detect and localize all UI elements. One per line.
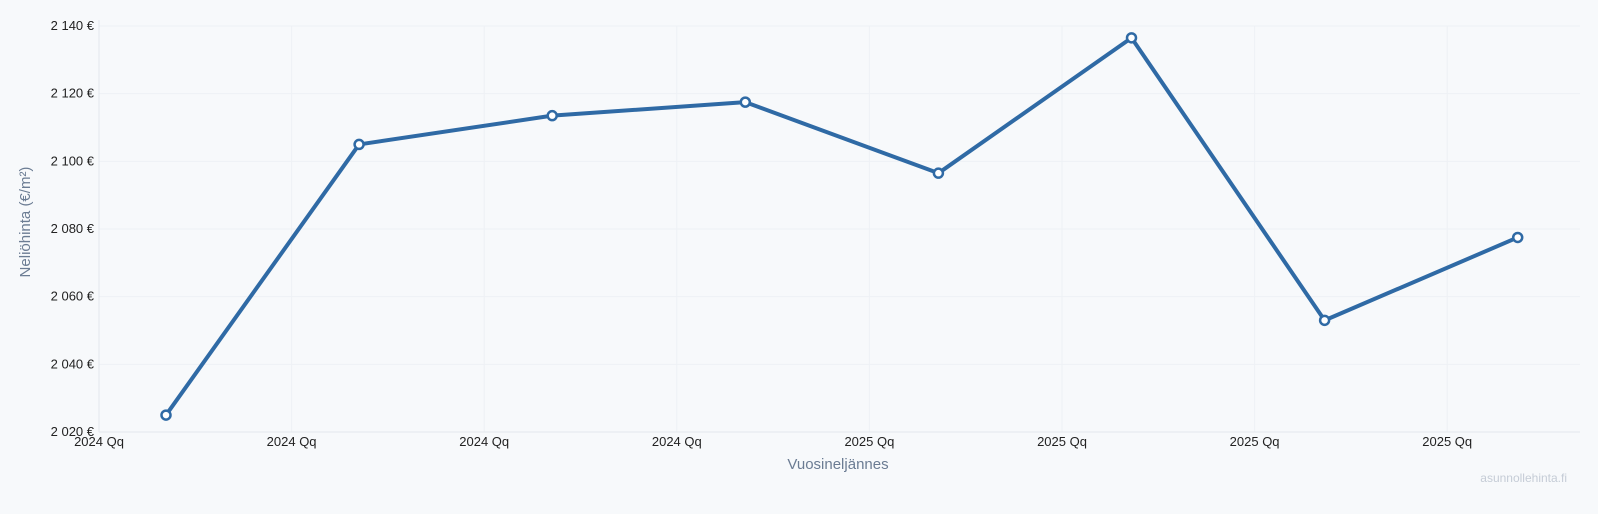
series	[160, 32, 1524, 421]
y-tick-label: 2 020 €	[51, 424, 95, 439]
grid	[98, 25, 1580, 433]
y-axis-title: Neliöhinta (€/m²)	[17, 167, 34, 278]
axes	[98, 20, 1580, 433]
x-tick-label: 2024 Qq	[652, 434, 702, 449]
data-point[interactable]	[353, 138, 365, 151]
y-axis-ticks: 2 020 € 2 040 € 2 060 € 2 080 € 2 100 € 2 120…	[51, 18, 95, 439]
y-tick-label: 2 120 €	[51, 86, 95, 101]
y-tick-label: 2 040 €	[51, 356, 95, 371]
watermark: asunnollehinta.fi	[1480, 471, 1567, 485]
data-point[interactable]	[1511, 231, 1524, 244]
x-tick-label: 2025 Qq	[844, 434, 894, 449]
x-tick-label: 2024 Qq	[459, 434, 509, 449]
data-point[interactable]	[160, 409, 172, 421]
y-tick-label: 2 080 €	[51, 221, 95, 236]
y-tick-label: 2 060 €	[51, 289, 95, 304]
x-tick-label: 2025 Qq	[1037, 434, 1087, 449]
x-tick-label: 2025 Qq	[1422, 434, 1472, 449]
x-tick-label: 2024 Qq	[74, 434, 124, 449]
series-line	[164, 35, 1520, 418]
y-tick-label: 2 100 €	[51, 153, 95, 168]
x-axis-title: Vuosineljännes	[787, 456, 888, 473]
data-point[interactable]	[932, 167, 945, 179]
data-point[interactable]	[739, 96, 752, 108]
x-tick-label: 2025 Qq	[1230, 434, 1280, 449]
x-axis-ticks: 2024 Qq 2024 Qq 2024 Qq 2024 Qq 2025 Qq 2025 …	[74, 434, 1472, 449]
data-point[interactable]	[1318, 314, 1331, 327]
data-point[interactable]	[546, 109, 558, 122]
x-tick-label: 2024 Qq	[267, 434, 317, 449]
data-point[interactable]	[1125, 32, 1138, 44]
y-tick-label: 2 140 €	[51, 18, 95, 33]
